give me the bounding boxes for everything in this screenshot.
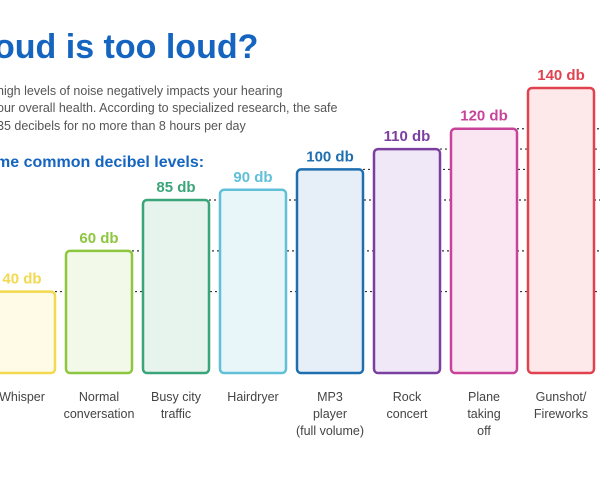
bar [295,168,365,375]
category-label: concert [387,407,429,421]
category-label: Whisper [0,390,45,404]
intro-line: high levels of noise negatively impacts … [0,84,283,98]
section-heading: me common decibel levels: [0,154,205,171]
category-label: player [313,407,347,421]
bar [449,127,519,375]
bar [0,290,57,375]
category-label: (full volume) [296,424,364,438]
category-label: off [477,424,491,438]
category-label: Rock [393,390,422,404]
category-label: Normal [79,390,119,404]
bar [64,249,134,375]
bar [141,198,211,375]
category-labels: 40 db Whisper 60 db Normal conversation 85 db… [0,67,588,438]
page-title: oud is too loud? [0,28,259,66]
category-label: conversation [64,407,135,421]
category-label: Hairdryer [227,390,278,404]
value-label: 140 db [537,67,585,84]
category-label: taking [467,407,500,421]
category-label: Busy city [151,390,202,404]
value-label: 60 db [79,230,118,247]
bar [372,147,442,375]
intro-text: high levels of noise negatively impacts … [0,83,377,135]
category-label: Plane [468,390,500,404]
value-label: 120 db [460,108,508,125]
value-label: 90 db [233,169,272,186]
intro-line: 35 decibels for no more than 8 hours per… [0,118,246,133]
bar [218,188,288,375]
value-label: 40 db [2,271,41,288]
intro-line: our overall health. According to special… [0,101,338,116]
value-label: 85 db [156,179,195,196]
bars [0,86,596,375]
category-label: Gunshot/ [536,390,587,404]
category-label: MP3 [317,390,343,404]
value-label: 110 db [384,128,431,145]
category-label: traffic [161,407,191,421]
bar [526,86,596,375]
value-label: 100 db [306,148,354,165]
category-label: Fireworks [534,407,588,421]
